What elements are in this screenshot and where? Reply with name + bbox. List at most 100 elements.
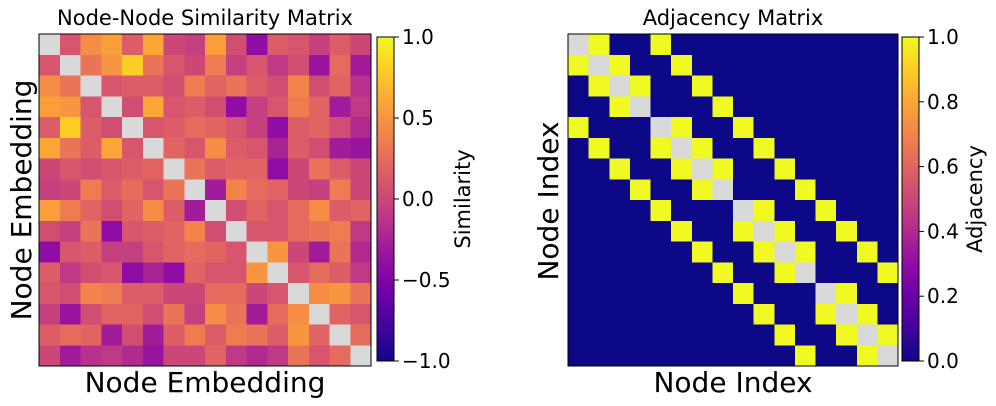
- heatmap-cell-3-10: [774, 96, 796, 118]
- heatmap-cell-10-11: [267, 241, 289, 263]
- heatmap-cell-5-9: [753, 137, 775, 160]
- heatmap-cell-9-13: [836, 220, 858, 243]
- heatmap-cell-14-9: [225, 324, 248, 346]
- heatmap-cell-15-2: [80, 345, 102, 367]
- heatmap-cell-12-10: [246, 283, 268, 305]
- heatmap-cell-10-0: [39, 241, 61, 263]
- heatmap-cell-9-8: [733, 220, 755, 243]
- heatmap-cell-11-10: [774, 262, 796, 284]
- heatmap-cell-0-9: [225, 34, 248, 56]
- heatmap-cell-2-6: [691, 75, 713, 97]
- heatmap-cell-6-2: [609, 158, 631, 180]
- heatmap-cell-12-11: [794, 283, 817, 305]
- heatmap-cell-9-15: [877, 220, 899, 243]
- heatmap-cell-4-14: [329, 117, 351, 139]
- heatmap-cell-4-2: [609, 117, 631, 139]
- heatmap-cell-1-10: [246, 54, 268, 77]
- heatmap-cell-11-15: [350, 262, 372, 284]
- heatmap-cell-9-12: [288, 220, 310, 243]
- heatmap-cell-7-12: [815, 179, 837, 201]
- heatmap-cell-0-6: [163, 34, 185, 56]
- similarity-colorbar: [376, 36, 395, 362]
- heatmap-cell-1-8: [733, 54, 755, 77]
- colorbar-tick-label: 0.0: [927, 349, 959, 373]
- heatmap-cell-0-4: [122, 34, 144, 56]
- heatmap-cell-11-12: [815, 262, 837, 284]
- heatmap-cell-3-13: [308, 96, 331, 118]
- heatmap-cell-4-4: [650, 117, 672, 139]
- heatmap-cell-10-4: [650, 241, 672, 263]
- heatmap-cell-15-6: [691, 345, 713, 367]
- heatmap-cell-5-8: [733, 137, 755, 160]
- heatmap-cell-3-14: [329, 96, 351, 118]
- heatmap-cell-14-11: [794, 324, 817, 346]
- heatmap-cell-1-2: [609, 54, 631, 77]
- heatmap-cell-13-12: [288, 303, 310, 326]
- heatmap-cell-10-1: [59, 241, 82, 263]
- heatmap-cell-0-13: [308, 34, 331, 56]
- heatmap-cell-11-4: [650, 262, 672, 284]
- heatmap-cell-4-3: [629, 117, 652, 139]
- heatmap-cell-6-3: [101, 158, 123, 180]
- heatmap-cell-2-1: [588, 75, 610, 97]
- heatmap-cell-1-3: [629, 54, 652, 77]
- heatmap-cell-15-12: [815, 345, 837, 367]
- heatmap-cell-6-0: [568, 158, 590, 180]
- heatmap-cell-10-2: [80, 241, 102, 263]
- heatmap-cell-4-8: [205, 117, 227, 139]
- heatmap-cell-0-11: [267, 34, 289, 56]
- heatmap-cell-15-13: [836, 345, 858, 367]
- heatmap-cell-9-9: [225, 220, 248, 243]
- heatmap-cell-13-4: [122, 303, 144, 326]
- heatmap-cell-4-6: [163, 117, 185, 139]
- heatmap-cell-10-13: [308, 241, 331, 263]
- heatmap-cell-0-8: [205, 34, 227, 56]
- heatmap-cell-4-12: [815, 117, 837, 139]
- heatmap-cell-12-6: [163, 283, 185, 305]
- heatmap-cell-0-7: [712, 34, 734, 56]
- heatmap-cell-3-7: [712, 96, 734, 118]
- heatmap-cell-5-1: [588, 137, 610, 160]
- heatmap-cell-11-12: [288, 262, 310, 284]
- heatmap-cell-3-8: [733, 96, 755, 118]
- colorbar-tick-label: 1.0: [927, 25, 959, 49]
- heatmap-cell-12-5: [671, 283, 693, 305]
- heatmap-cell-6-14: [856, 158, 878, 180]
- heatmap-cell-4-7: [712, 117, 734, 139]
- heatmap-cell-1-0: [568, 54, 590, 77]
- heatmap-cell-7-11: [794, 179, 817, 201]
- heatmap-cell-9-0: [568, 220, 590, 243]
- heatmap-cell-11-2: [609, 262, 631, 284]
- heatmap-cell-9-6: [163, 220, 185, 243]
- heatmap-cell-6-9: [753, 158, 775, 180]
- heatmap-cell-1-14: [856, 54, 878, 77]
- heatmap-cell-10-4: [122, 241, 144, 263]
- heatmap-cell-9-1: [59, 220, 82, 243]
- heatmap-cell-13-1: [588, 303, 610, 326]
- similarity-title: Node-Node Similarity Matrix: [57, 6, 353, 30]
- heatmap-cell-4-5: [142, 117, 165, 139]
- heatmap-cell-2-2: [609, 75, 631, 97]
- heatmap-cell-0-13: [836, 34, 858, 56]
- heatmap-cell-2-0: [39, 75, 61, 97]
- heatmap-cell-7-9: [225, 179, 248, 201]
- heatmap-cell-5-12: [815, 137, 837, 160]
- heatmap-cell-12-9: [225, 283, 248, 305]
- heatmap-cell-8-10: [246, 200, 268, 222]
- heatmap-cell-2-11: [267, 75, 289, 97]
- heatmap-cell-15-0: [39, 345, 61, 367]
- heatmap-cell-5-5: [671, 137, 693, 160]
- heatmap-cell-7-8: [205, 179, 227, 201]
- heatmap-cell-5-3: [629, 137, 652, 160]
- colorbar-tick-label: −1.0: [402, 349, 451, 373]
- heatmap-cell-8-0: [568, 200, 590, 222]
- heatmap-cell-6-7: [184, 158, 206, 180]
- colorbar-tick-label: 0.4: [927, 219, 959, 243]
- heatmap-cell-10-3: [101, 241, 123, 263]
- heatmap-cell-12-8: [733, 283, 755, 305]
- adjacency-title: Adjacency Matrix: [643, 6, 824, 30]
- heatmap-cell-8-6: [691, 200, 713, 222]
- heatmap-cell-4-13: [836, 117, 858, 139]
- heatmap-cell-14-5: [142, 324, 165, 346]
- heatmap-cell-8-11: [794, 200, 817, 222]
